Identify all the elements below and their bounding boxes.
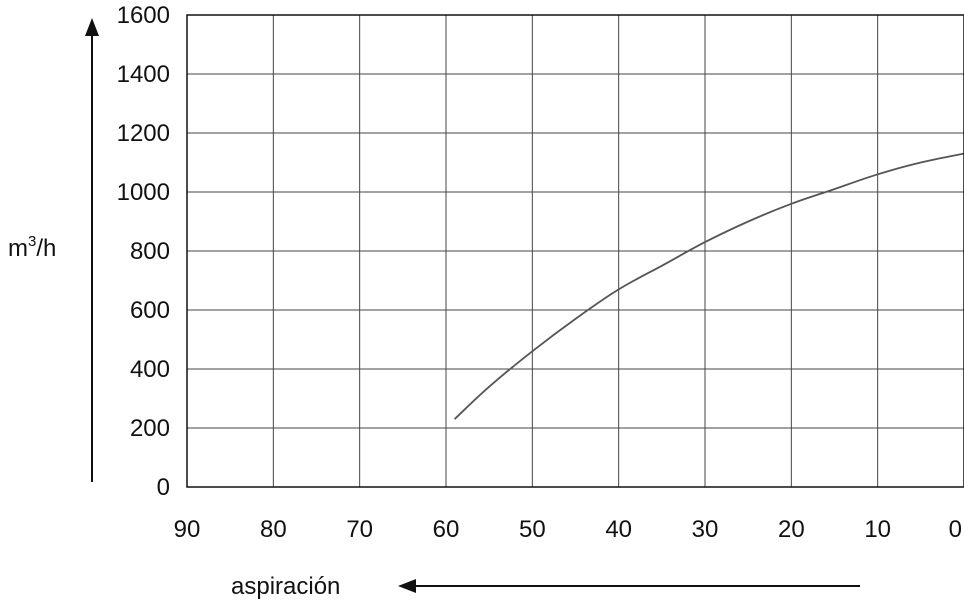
y-tick-label: 0 xyxy=(157,474,170,501)
x-tick-label: 60 xyxy=(433,516,460,543)
y-tick-label: 200 xyxy=(130,415,170,442)
direction-arrow xyxy=(398,579,860,593)
x-tick-label: 30 xyxy=(692,516,719,543)
series-line xyxy=(453,152,964,420)
y-tick-label: 1400 xyxy=(117,61,170,88)
grid xyxy=(186,14,964,488)
x-tick-label: 70 xyxy=(346,516,373,543)
y-tick-label: 1600 xyxy=(117,2,170,29)
y-tick-label: 400 xyxy=(130,356,170,383)
y-tick-labels: 0 200 400 600 800 1000 1200 1400 1600 xyxy=(117,2,170,501)
x-tick-label: 90 xyxy=(174,516,201,543)
y-tick-label: 600 xyxy=(130,297,170,324)
x-tick-label: 10 xyxy=(864,516,891,543)
x-tick-labels: 90 80 70 60 50 40 30 20 10 0 xyxy=(174,516,962,543)
plot-frame xyxy=(186,14,964,488)
series-layer xyxy=(453,152,964,420)
x-tick-label: 20 xyxy=(778,516,805,543)
y-axis-arrow xyxy=(85,18,99,482)
x-tick-label: 40 xyxy=(605,516,632,543)
x-tick-label: 0 xyxy=(949,516,962,543)
y-axis-label: m3/h xyxy=(8,233,56,262)
x-tick-label: 80 xyxy=(260,516,287,543)
y-tick-label: 1200 xyxy=(117,120,170,147)
x-axis-label: aspiración xyxy=(231,573,340,600)
x-tick-label: 50 xyxy=(519,516,546,543)
y-tick-label: 1000 xyxy=(117,179,170,206)
y-tick-label: 800 xyxy=(130,238,170,265)
